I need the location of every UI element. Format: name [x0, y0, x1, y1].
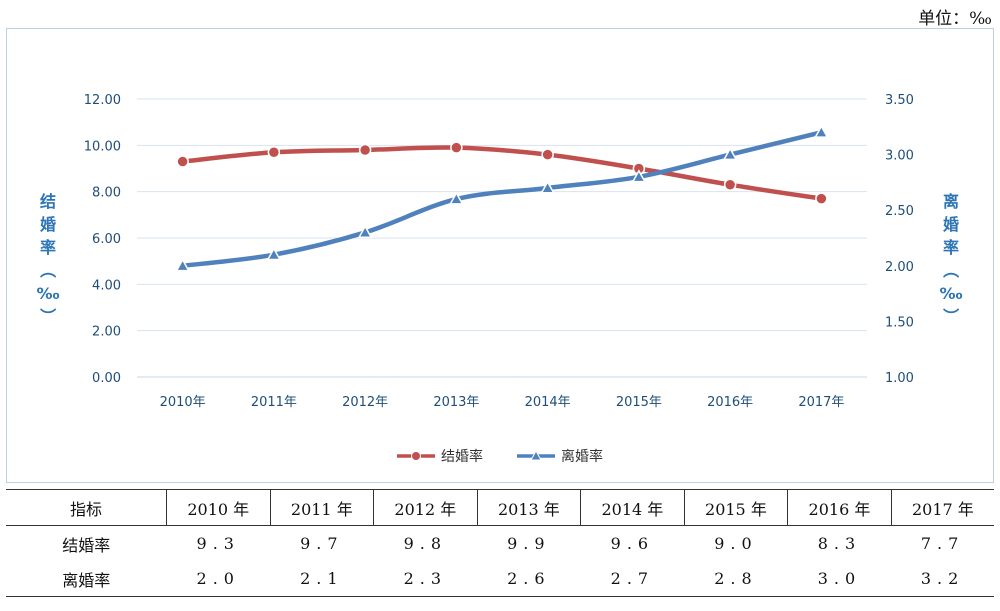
marriage-rate-point [723, 178, 737, 191]
legend-marriage-rate-marker [411, 451, 421, 461]
table-header-year: 2012 年 [373, 489, 478, 526]
marriage-rate-point [358, 143, 372, 157]
unit-label: 单位：‰ [918, 9, 992, 29]
table-cell: 8.3 [817, 534, 862, 553]
table-cell: 3.0 [787, 561, 892, 597]
y-right-tick-label: 2.50 [885, 204, 914, 219]
table-cell: 2.1 [270, 561, 374, 597]
divorce-rate-point [266, 247, 282, 261]
chart-panel: 0.00 2.00 4.00 6.00 8.00 10.00 12.00 1.00 1.50 2.… [6, 28, 994, 483]
divorce-rate-point [175, 258, 190, 272]
table-cell: 9.8 [403, 534, 448, 553]
marriage-rate-line [180, 145, 824, 201]
y-left-axis-title-char: ） [38, 308, 57, 324]
table-cell: 9.3 [196, 534, 240, 553]
x-tick-label: 2012年 [342, 395, 388, 410]
y-left-axis-title-char: 结 [39, 192, 56, 211]
line-chart: 0.00 2.00 4.00 6.00 8.00 10.00 12.00 1.00 1.50 2.… [36, 93, 962, 465]
table-header-year: 2014 年 [580, 489, 685, 526]
y-left-tick-label: 4.00 [92, 278, 121, 293]
marriage-rate-point [176, 155, 189, 168]
table-row-label: 结婚率 [62, 535, 111, 555]
y-left-tick-label: 2.00 [92, 325, 121, 340]
x-tick-label: 2017年 [798, 395, 844, 410]
table-cell: 2.0 [166, 561, 271, 597]
table-header-year: 2010 年 [166, 489, 271, 526]
table-cell: 3.2 [891, 561, 994, 597]
divorce-rate-line [180, 130, 824, 269]
x-tick-label: 2010年 [160, 395, 206, 410]
table-header-year: 2017 年 [890, 489, 994, 526]
y-right-axis-title-char: 婚 [943, 215, 959, 234]
table-header-year: 2016 年 [787, 489, 892, 526]
table-row: 结婚率 9.3 9.7 9.8 9.9 9.6 9.0 8.3 7.7 [6, 526, 994, 562]
table-cell: 9.9 [507, 534, 551, 553]
table-header-year: 2015 年 [683, 489, 788, 526]
y-right-axis-title-char: （ [941, 262, 960, 278]
y-right-tick-label: 3.50 [885, 93, 914, 108]
legend-divorce-rate-marker [530, 449, 542, 461]
table-cell: 2.3 [373, 561, 478, 597]
y-right-tick-label: 2.00 [885, 260, 914, 275]
divorce-rate-point [449, 191, 464, 205]
table-cell: 2.8 [684, 561, 788, 597]
y-left-tick-label: 0.00 [92, 371, 121, 386]
divorce-rate-point [357, 224, 373, 238]
y-right-axis-title-char: 离 [943, 192, 959, 211]
table-body: 结婚率 9.3 9.7 9.8 9.9 9.6 9.0 8.3 7.7 离婚率 2.0 2.1 2.3 2… [6, 526, 994, 597]
y-right-tick-label: 1.50 [885, 315, 914, 330]
marriage-rate-point [267, 146, 281, 159]
table-cell: 7.7 [920, 534, 965, 553]
y-right-axis-title-char: 率 [943, 238, 959, 257]
table-row: 离婚率 2.0 2.1 2.3 2.6 2.7 2.8 3.0 3.2 [6, 561, 994, 597]
x-tick-label: 2011年 [251, 395, 297, 410]
y-right-axis-title-char: ） [941, 308, 960, 324]
y-left-axis-title-char: （ [38, 262, 57, 278]
table-header-year: 2013 年 [476, 489, 581, 526]
y-left-tick-label: 8.00 [92, 186, 121, 201]
table-cell: 2.7 [580, 561, 685, 597]
table-header-indicator: 指标 [6, 489, 167, 526]
legend-marriage-rate-label: 结婚率 [441, 448, 483, 465]
table-header-year: 2011 年 [269, 489, 374, 526]
y-left-tick-label: 10.00 [84, 139, 121, 154]
table-cell: 9.6 [610, 534, 655, 553]
x-tick-label: 2014年 [525, 395, 571, 410]
legend-divorce-rate-label: 离婚率 [561, 448, 603, 465]
marriage-rate-point [450, 141, 463, 154]
table-row-label: 离婚率 [6, 561, 167, 597]
divorce-rate-point [631, 169, 647, 183]
table-cell: 2.6 [477, 561, 581, 597]
y-left-tick-label: 6.00 [92, 232, 121, 247]
marriage-rate-point [815, 192, 828, 205]
y-right-tick-label: 3.00 [885, 149, 914, 164]
divorce-rate-point [814, 124, 829, 138]
table-cell: 9.7 [300, 534, 344, 553]
y-right-tick-label: 1.00 [885, 371, 914, 386]
data-table: 指标 2010 年 2011 年 2012 年 2013 年 2014 年 2015 年 20… [6, 489, 994, 597]
x-tick-label: 2015年 [616, 395, 662, 410]
divorce-rate-point [722, 147, 738, 161]
y-left-axis-title-char: 率 [40, 238, 56, 257]
y-right-axis-title-char: ‰ [939, 284, 962, 303]
table-cell: 9.0 [714, 534, 758, 553]
table-header-row: 指标 2010 年 2011 年 2012 年 2013 年 2014 年 2015 年 20… [6, 489, 994, 526]
y-left-tick-label: 12.00 [84, 93, 121, 108]
divorce-rate-point [540, 180, 555, 194]
x-tick-label: 2013年 [433, 395, 479, 410]
y-left-axis-title-char: 婚 [40, 215, 56, 234]
x-tick-label: 2016年 [707, 395, 753, 410]
y-left-axis-title-char: ‰ [36, 284, 59, 303]
marriage-rate-point [541, 148, 554, 161]
